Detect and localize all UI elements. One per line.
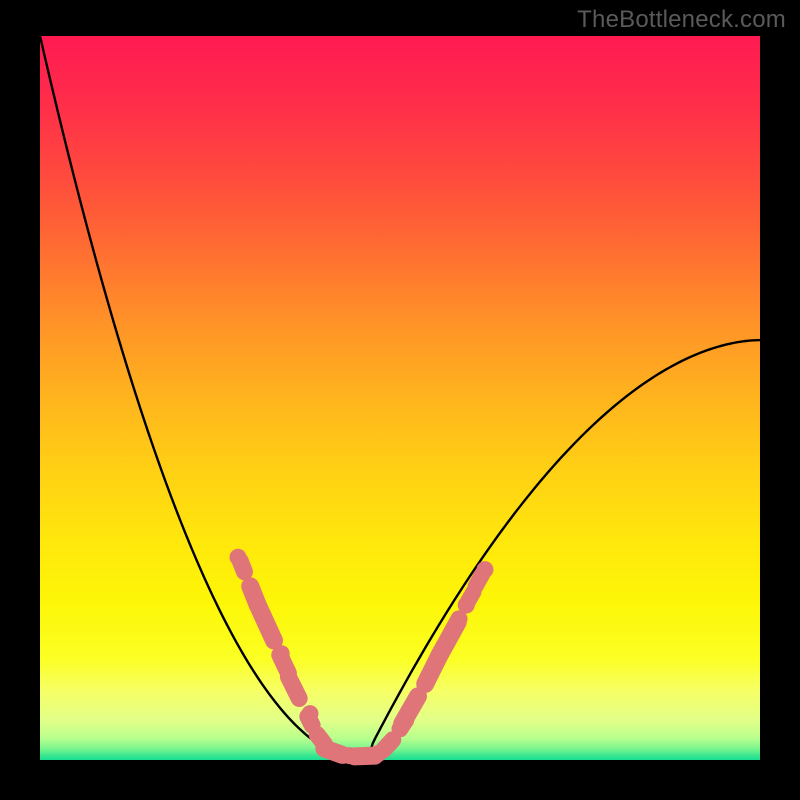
chart-container: TheBottleneck.com [0,0,800,800]
marker-capsule [288,677,299,699]
watermark-label: TheBottleneck.com [577,6,786,34]
marker-capsule [452,619,459,633]
marker-point [341,747,358,764]
gradient-background [40,36,760,760]
marker-point [458,597,475,614]
bottleneck-curve-chart [0,0,800,800]
marker-point [397,712,414,729]
marker-point [302,705,319,722]
marker-point [476,561,493,578]
marker-point [370,745,387,762]
marker-point [230,549,247,566]
marker-point [273,645,290,662]
marker-capsule [324,748,342,755]
